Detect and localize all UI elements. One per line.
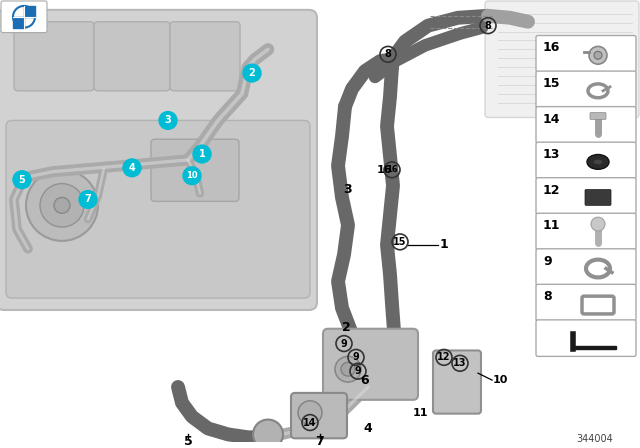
FancyBboxPatch shape — [536, 178, 636, 214]
Text: 8: 8 — [484, 21, 492, 30]
FancyBboxPatch shape — [1, 1, 47, 33]
Text: 6: 6 — [361, 374, 369, 387]
Text: 4: 4 — [129, 163, 136, 173]
Ellipse shape — [593, 159, 603, 165]
FancyBboxPatch shape — [536, 320, 636, 356]
Text: 1: 1 — [198, 149, 205, 159]
Text: 15: 15 — [543, 77, 561, 90]
FancyBboxPatch shape — [536, 107, 636, 143]
Text: 8: 8 — [385, 49, 392, 59]
FancyBboxPatch shape — [170, 22, 240, 91]
Text: 11: 11 — [412, 408, 428, 418]
Polygon shape — [573, 345, 616, 349]
Circle shape — [253, 420, 283, 448]
Circle shape — [298, 401, 322, 425]
Text: 13: 13 — [453, 358, 467, 368]
Circle shape — [54, 198, 70, 213]
Text: 2: 2 — [342, 321, 350, 334]
Text: 3: 3 — [344, 183, 352, 196]
FancyBboxPatch shape — [585, 190, 611, 205]
Text: 1: 1 — [440, 238, 449, 251]
Text: 4: 4 — [364, 422, 372, 435]
Text: 16: 16 — [543, 42, 561, 55]
Circle shape — [594, 52, 602, 59]
Text: 10: 10 — [186, 171, 198, 180]
FancyBboxPatch shape — [14, 22, 94, 91]
Text: 9: 9 — [355, 366, 362, 376]
Circle shape — [40, 184, 84, 227]
Circle shape — [183, 167, 201, 185]
Circle shape — [13, 171, 31, 189]
Text: 10: 10 — [493, 375, 508, 385]
Circle shape — [159, 112, 177, 129]
Text: 14: 14 — [543, 112, 561, 125]
FancyBboxPatch shape — [433, 350, 481, 414]
Text: 16: 16 — [386, 165, 398, 174]
FancyBboxPatch shape — [151, 139, 239, 202]
FancyBboxPatch shape — [536, 249, 636, 285]
Circle shape — [79, 190, 97, 208]
Text: 9: 9 — [543, 255, 552, 268]
Text: 3: 3 — [164, 116, 172, 125]
Text: 9: 9 — [340, 339, 348, 349]
Circle shape — [335, 356, 361, 382]
Circle shape — [243, 64, 261, 82]
Circle shape — [589, 47, 607, 64]
Text: 12: 12 — [437, 353, 451, 362]
Circle shape — [123, 159, 141, 177]
Text: 15: 15 — [393, 237, 407, 247]
Text: 8: 8 — [543, 290, 552, 303]
FancyBboxPatch shape — [0, 10, 317, 310]
FancyBboxPatch shape — [323, 329, 418, 400]
Text: 2: 2 — [248, 68, 255, 78]
Text: 7: 7 — [316, 435, 324, 448]
Text: 11: 11 — [543, 219, 561, 232]
FancyBboxPatch shape — [536, 213, 636, 250]
FancyBboxPatch shape — [590, 112, 606, 120]
Text: 16: 16 — [377, 165, 393, 175]
FancyBboxPatch shape — [536, 284, 636, 321]
Text: 5: 5 — [19, 175, 26, 185]
Circle shape — [26, 170, 98, 241]
FancyBboxPatch shape — [485, 1, 639, 117]
Circle shape — [341, 362, 355, 376]
Text: 12: 12 — [543, 184, 561, 197]
Text: 344004: 344004 — [577, 434, 613, 444]
Text: 14: 14 — [303, 418, 317, 427]
FancyBboxPatch shape — [536, 142, 636, 179]
Text: 13: 13 — [543, 148, 561, 161]
FancyBboxPatch shape — [6, 121, 310, 298]
Circle shape — [193, 145, 211, 163]
FancyBboxPatch shape — [291, 393, 347, 438]
Text: 9: 9 — [353, 353, 360, 362]
Text: 7: 7 — [84, 194, 92, 204]
FancyBboxPatch shape — [536, 71, 636, 108]
Ellipse shape — [587, 155, 609, 169]
Circle shape — [591, 217, 605, 231]
Text: 5: 5 — [184, 435, 193, 448]
FancyBboxPatch shape — [94, 22, 170, 91]
FancyBboxPatch shape — [536, 35, 636, 72]
Circle shape — [13, 6, 35, 28]
